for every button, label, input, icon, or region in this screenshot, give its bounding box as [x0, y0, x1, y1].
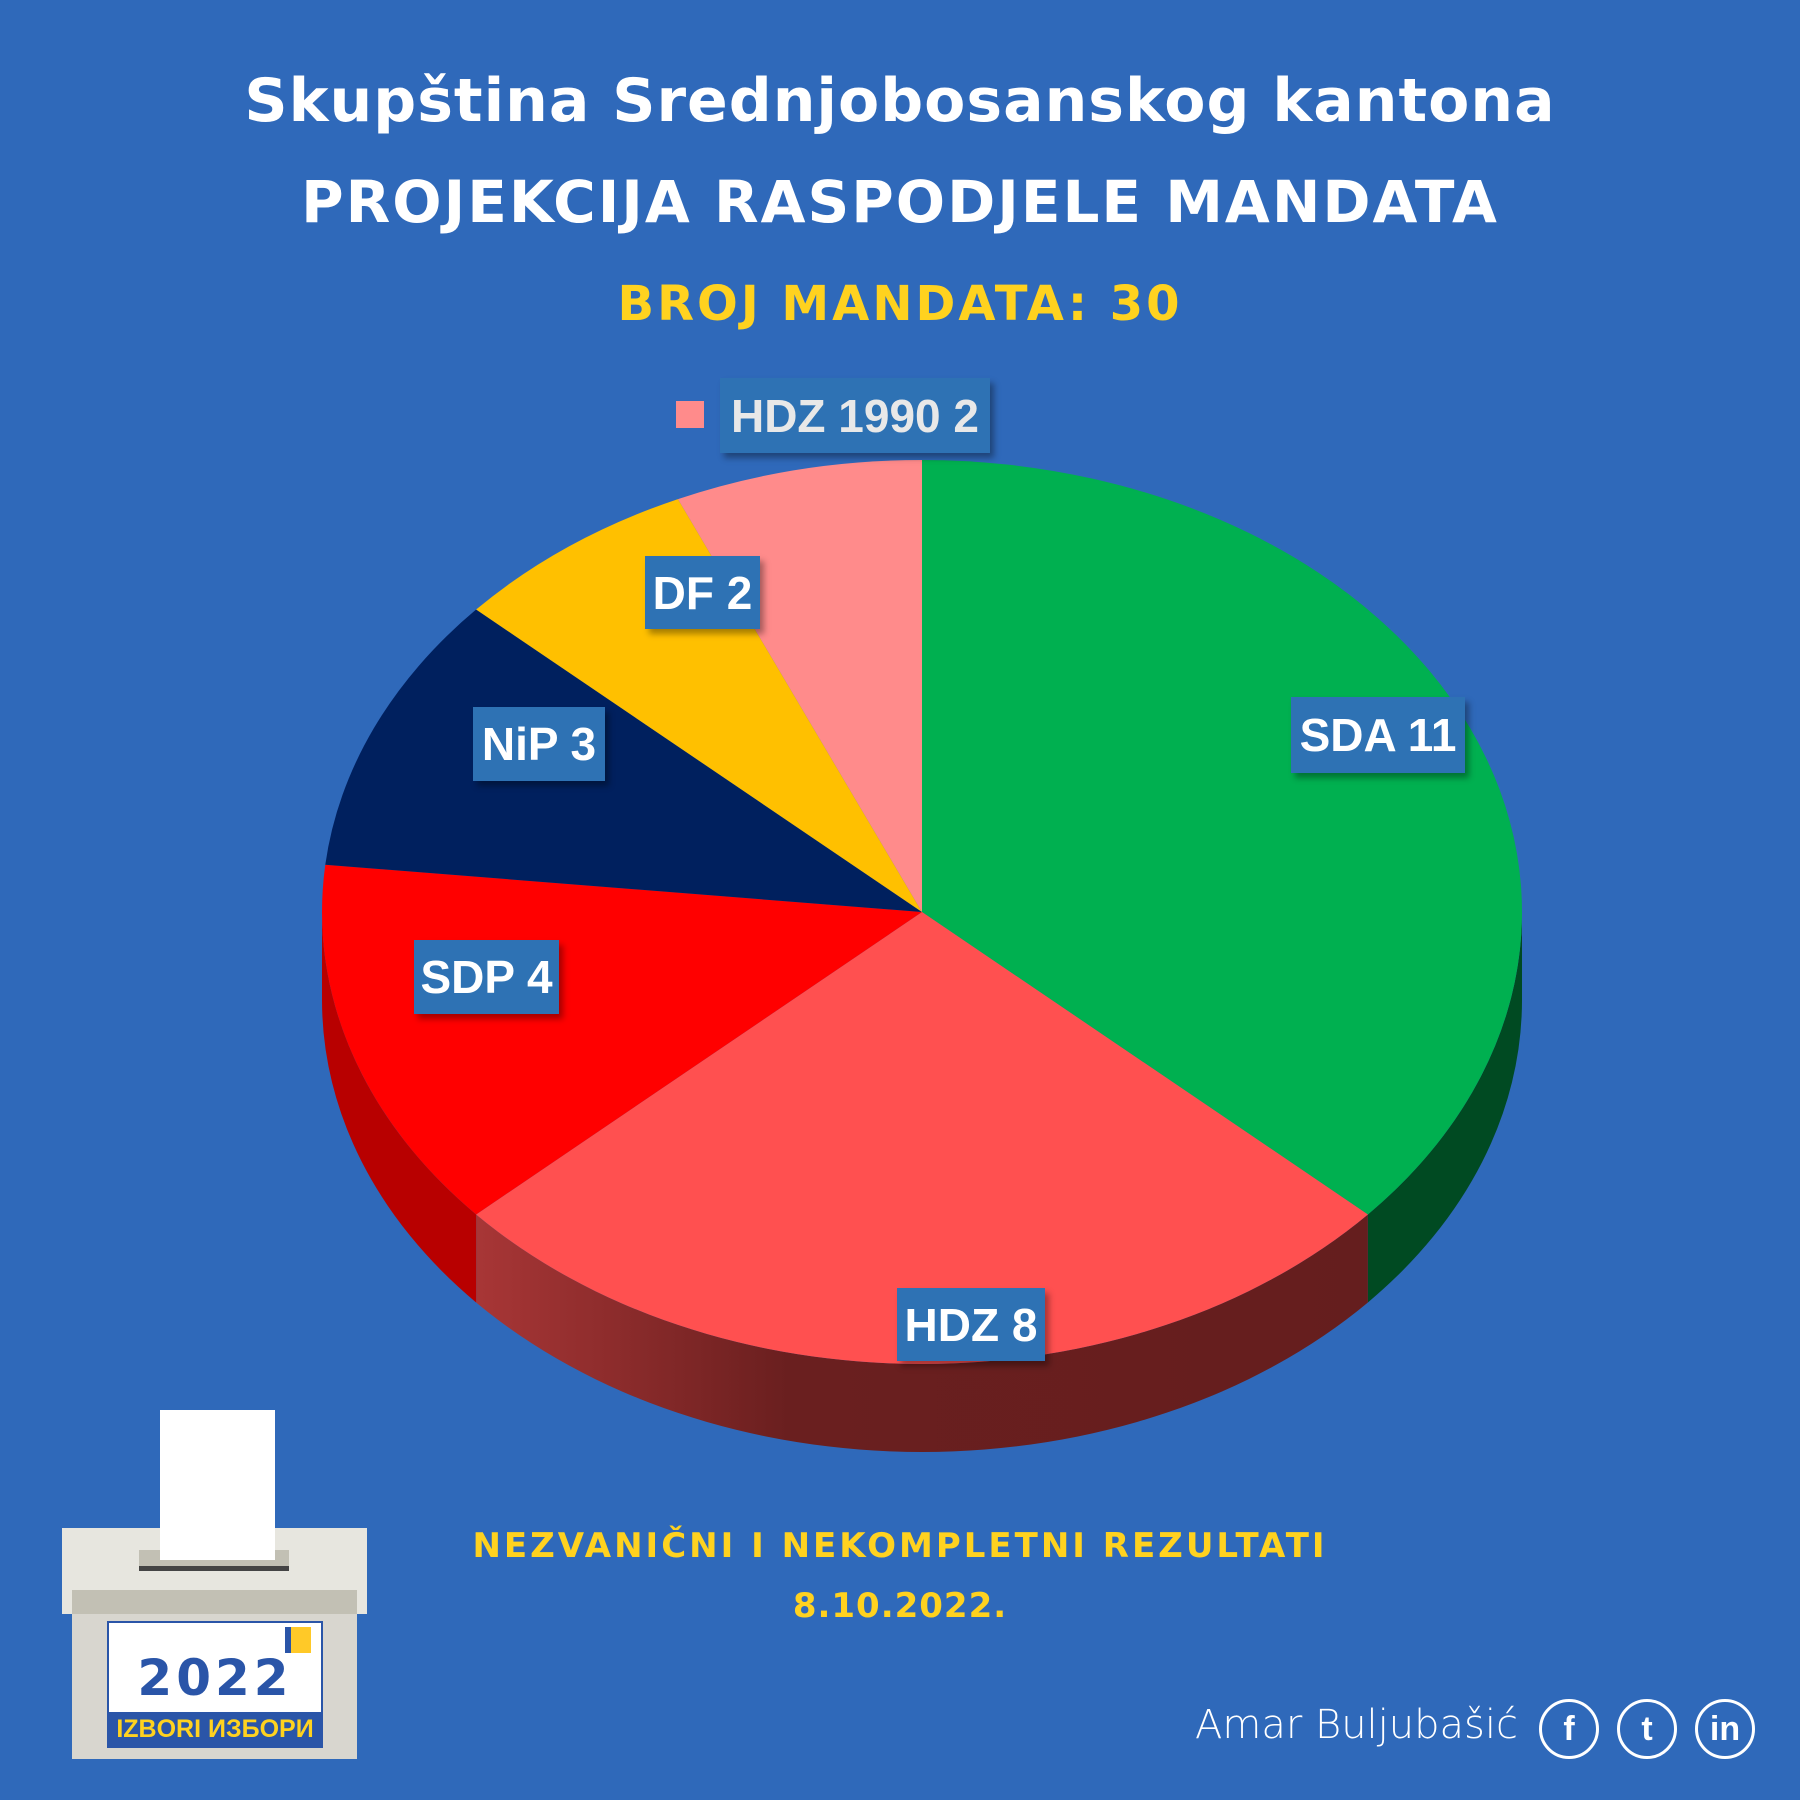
- data-label-nip: NiP 3: [473, 707, 605, 781]
- data-label-sda: SDA 11: [1291, 697, 1465, 773]
- logo-year: 2022: [137, 1649, 293, 1707]
- pie-side-sdp: [322, 912, 477, 1303]
- pie-slice-nip: [325, 609, 922, 912]
- data-label-hdz1990: HDZ 1990 2: [720, 378, 990, 453]
- pie-slice-hdz: [476, 912, 1368, 1364]
- pie-side-hdz: [476, 1214, 1368, 1452]
- ballot-box-lid-shade: [72, 1590, 357, 1614]
- facebook-icon[interactable]: f: [1539, 1699, 1599, 1759]
- disclaimer-note: NEZVANIČNI I NEKOMPLETNI REZULTATI: [472, 1526, 1328, 1566]
- chart-title: Skupština Srednjobosanskog kantona: [244, 66, 1556, 136]
- author-name: Amar Buljubašić: [1195, 1702, 1518, 1748]
- flag-icon: [285, 1627, 311, 1653]
- ballot-paper: [160, 1410, 275, 1560]
- data-label-hdz: HDZ 8: [897, 1288, 1045, 1361]
- date: 8.10.2022.: [792, 1586, 1008, 1626]
- pie-slice-df: [476, 499, 922, 912]
- elections-logo: 2022 IZBORI ИЗБОРИ: [107, 1621, 323, 1748]
- pie-side-sda: [1367, 912, 1522, 1303]
- twitter-icon[interactable]: t: [1617, 1699, 1677, 1759]
- logo-text: IZBORI ИЗБОРИ: [109, 1712, 321, 1746]
- linkedin-icon[interactable]: in: [1695, 1699, 1755, 1759]
- legend-swatch-hdz1990: [676, 401, 704, 428]
- chart-subtitle: PROJEKCIJA RASPODJELE MANDATA: [301, 168, 1499, 236]
- data-label-sdp: SDP 4: [414, 940, 559, 1014]
- pie-slice-sda: [922, 460, 1522, 1215]
- data-label-df: DF 2: [645, 556, 760, 629]
- total-seats: BROJ MANDATA: 30: [617, 276, 1183, 332]
